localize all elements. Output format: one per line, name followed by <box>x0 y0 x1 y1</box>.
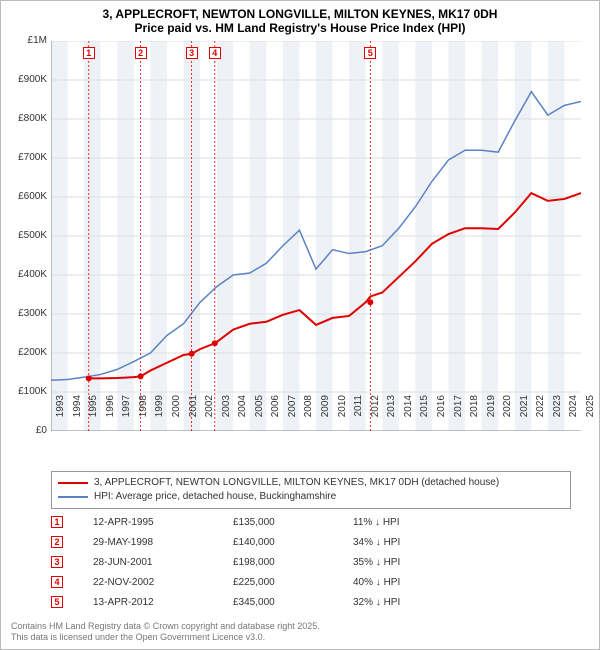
legend-swatch-price-paid <box>58 482 88 484</box>
x-tick-label: 2022 <box>535 395 546 435</box>
sale-row: 2 29-MAY-1998£140,00034% ↓ HPI <box>51 533 571 551</box>
footer: Contains HM Land Registry data © Crown c… <box>11 621 320 643</box>
x-tick-label: 2025 <box>585 395 596 435</box>
sale-price: £140,000 <box>233 537 353 548</box>
sale-price: £225,000 <box>233 577 353 588</box>
sale-marker: 1 <box>83 47 95 59</box>
chart-area: £0£100K£200K£300K£400K£500K£600K£700K£80… <box>51 41 581 431</box>
title-block: 3, APPLECROFT, NEWTON LONGVILLE, MILTON … <box>1 1 599 37</box>
x-tick-label: 2019 <box>486 395 497 435</box>
sale-date: 29-MAY-1998 <box>93 537 233 548</box>
x-tick-label: 2021 <box>519 395 530 435</box>
sale-pct: 11% ↓ HPI <box>353 517 453 528</box>
sale-price: £345,000 <box>233 597 353 608</box>
x-tick-label: 2014 <box>403 395 414 435</box>
x-tick-label: 2016 <box>436 395 447 435</box>
sale-row: 1 12-APR-1995£135,00011% ↓ HPI <box>51 513 571 531</box>
legend-row-price-paid: 3, APPLECROFT, NEWTON LONGVILLE, MILTON … <box>58 476 564 490</box>
sale-marker-box: 4 <box>51 576 63 588</box>
title-line-1: 3, APPLECROFT, NEWTON LONGVILLE, MILTON … <box>11 7 589 21</box>
x-tick-label: 1999 <box>154 395 165 435</box>
y-tick-label: £500K <box>7 230 47 241</box>
x-tick-label: 2007 <box>287 395 298 435</box>
x-tick-label: 2004 <box>237 395 248 435</box>
sale-marker-box: 2 <box>51 536 63 548</box>
y-tick-label: £200K <box>7 347 47 358</box>
x-tick-label: 2015 <box>419 395 430 435</box>
x-tick-label: 2017 <box>453 395 464 435</box>
x-tick-label: 2008 <box>303 395 314 435</box>
y-tick-label: £0 <box>7 425 47 436</box>
sale-marker: 3 <box>186 47 198 59</box>
sale-marker-box: 3 <box>51 556 63 568</box>
sale-date: 13-APR-2012 <box>93 597 233 608</box>
y-tick-label: £300K <box>7 308 47 319</box>
sale-pct: 35% ↓ HPI <box>353 557 453 568</box>
x-tick-label: 2023 <box>552 395 563 435</box>
x-tick-label: 1995 <box>88 395 99 435</box>
chart-container: 3, APPLECROFT, NEWTON LONGVILLE, MILTON … <box>0 0 600 650</box>
x-tick-label: 1997 <box>121 395 132 435</box>
sale-marker-box: 1 <box>51 516 63 528</box>
y-tick-label: £1M <box>7 35 47 46</box>
x-tick-label: 2012 <box>370 395 381 435</box>
x-tick-label: 2024 <box>568 395 579 435</box>
x-tick-label: 2011 <box>353 395 364 435</box>
x-tick-label: 2020 <box>502 395 513 435</box>
sale-row: 3 28-JUN-2001£198,00035% ↓ HPI <box>51 553 571 571</box>
x-tick-label: 2000 <box>171 395 182 435</box>
sale-marker: 4 <box>209 47 221 59</box>
x-tick-label: 1993 <box>55 395 66 435</box>
x-tick-label: 2001 <box>188 395 199 435</box>
y-tick-label: £900K <box>7 74 47 85</box>
x-tick-label: 2018 <box>469 395 480 435</box>
footer-line-2: This data is licensed under the Open Gov… <box>11 632 320 643</box>
y-tick-label: £700K <box>7 152 47 163</box>
x-tick-label: 2006 <box>270 395 281 435</box>
title-line-2: Price paid vs. HM Land Registry's House … <box>11 21 589 35</box>
sale-row: 5 13-APR-2012£345,00032% ↓ HPI <box>51 593 571 611</box>
x-tick-label: 2010 <box>337 395 348 435</box>
sale-price: £135,000 <box>233 517 353 528</box>
y-tick-label: £400K <box>7 269 47 280</box>
sale-date: 28-JUN-2001 <box>93 557 233 568</box>
legend: 3, APPLECROFT, NEWTON LONGVILLE, MILTON … <box>51 471 571 509</box>
sale-date: 12-APR-1995 <box>93 517 233 528</box>
sale-marker-box: 5 <box>51 596 63 608</box>
sale-pct: 32% ↓ HPI <box>353 597 453 608</box>
x-tick-label: 2002 <box>204 395 215 435</box>
sale-row: 4 22-NOV-2002£225,00040% ↓ HPI <box>51 573 571 591</box>
sale-marker: 2 <box>135 47 147 59</box>
legend-swatch-hpi <box>58 496 88 498</box>
line-chart <box>51 41 581 431</box>
sale-marker: 5 <box>364 47 376 59</box>
sale-date: 22-NOV-2002 <box>93 577 233 588</box>
sale-pct: 34% ↓ HPI <box>353 537 453 548</box>
x-tick-label: 2009 <box>320 395 331 435</box>
x-tick-label: 2013 <box>386 395 397 435</box>
sale-pct: 40% ↓ HPI <box>353 577 453 588</box>
legend-text-hpi: HPI: Average price, detached house, Buck… <box>94 490 336 504</box>
y-tick-label: £800K <box>7 113 47 124</box>
x-tick-label: 1996 <box>105 395 116 435</box>
sales-table: 1 12-APR-1995£135,00011% ↓ HPI 2 29-MAY-199… <box>51 511 571 611</box>
sale-price: £198,000 <box>233 557 353 568</box>
x-tick-label: 1994 <box>72 395 83 435</box>
x-tick-label: 1998 <box>138 395 149 435</box>
legend-row-hpi: HPI: Average price, detached house, Buck… <box>58 490 564 504</box>
y-tick-label: £600K <box>7 191 47 202</box>
x-tick-label: 2005 <box>254 395 265 435</box>
y-tick-label: £100K <box>7 386 47 397</box>
footer-line-1: Contains HM Land Registry data © Crown c… <box>11 621 320 632</box>
x-tick-label: 2003 <box>221 395 232 435</box>
legend-text-price-paid: 3, APPLECROFT, NEWTON LONGVILLE, MILTON … <box>94 476 499 490</box>
